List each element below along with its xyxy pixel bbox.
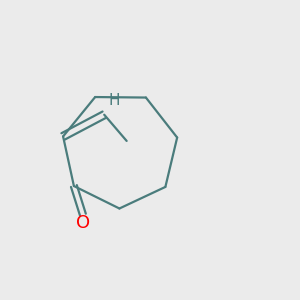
Text: H: H bbox=[109, 93, 121, 108]
Text: O: O bbox=[76, 214, 90, 232]
